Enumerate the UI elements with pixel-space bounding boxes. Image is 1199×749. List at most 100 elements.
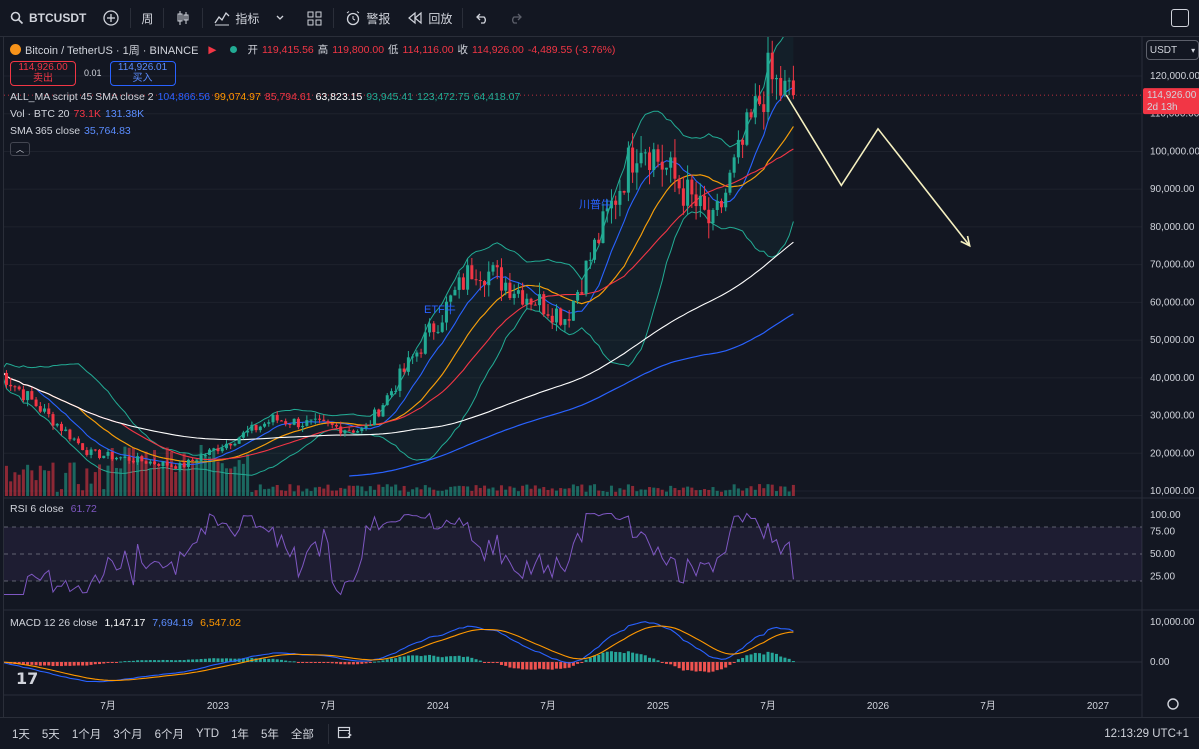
- volume-bar: [85, 468, 89, 496]
- macd-histogram-bar: [415, 655, 419, 662]
- macd-histogram-bar: [68, 662, 72, 666]
- annotation-trump[interactable]: 川普牛: [579, 197, 612, 211]
- chart-type-button[interactable]: [166, 0, 200, 37]
- buy-button[interactable]: 114,926.01 买入: [109, 60, 176, 86]
- chevron-down-icon: ▾: [1191, 45, 1196, 55]
- volume-bar: [13, 472, 17, 496]
- indicators-button[interactable]: 指标: [205, 0, 297, 37]
- symbol-search[interactable]: BTCUSDT: [0, 0, 94, 37]
- date-range-button[interactable]: [337, 725, 353, 742]
- grid-icon: [305, 9, 323, 27]
- candle-body: [68, 429, 72, 440]
- volume-bar: [288, 484, 292, 496]
- candle-body: [580, 292, 584, 294]
- compare-button[interactable]: [94, 0, 128, 37]
- price-axis[interactable]: 120,000.00 110,000.00 100,000.00 90,000.00 8…: [4, 71, 1199, 710]
- divider: [163, 8, 165, 28]
- volume-bar: [571, 484, 575, 496]
- volume-bar: [546, 489, 550, 496]
- volume-bar: [98, 464, 102, 496]
- interval-button[interactable]: 周: [141, 11, 154, 26]
- alerts-button[interactable]: 警报: [336, 0, 398, 37]
- macd-histogram-bar: [148, 660, 152, 662]
- volume-bar: [779, 486, 783, 496]
- volume-bar: [246, 454, 250, 496]
- range-3m[interactable]: 3个月: [113, 728, 143, 741]
- macd-histogram-bar: [648, 657, 652, 662]
- tradingview-logo-icon: 17: [16, 669, 39, 688]
- vol-legend-row[interactable]: Vol · BTC 20 73.1K 131.38K: [10, 105, 615, 122]
- candle-body: [93, 449, 97, 451]
- time-axis[interactable]: 7月 2023 7月 2024 7月 2025 7月 2026 7月 2027: [4, 694, 1142, 712]
- chart-area[interactable]: 120,000.00 110,000.00 100,000.00 90,000.00 8…: [3, 37, 1199, 717]
- volume-bar: [461, 486, 465, 496]
- settings-icon[interactable]: [1167, 698, 1179, 710]
- volume-bar: [356, 485, 360, 496]
- undo-button[interactable]: [465, 0, 499, 37]
- candle-body: [415, 352, 419, 357]
- price-tick-label: 80,000.00: [1150, 222, 1195, 233]
- macd-histogram-bar: [525, 662, 529, 670]
- forecast-drawing[interactable]: [785, 94, 971, 248]
- currency-selector[interactable]: USDT ▾: [1146, 40, 1199, 60]
- volume-bar: [715, 490, 719, 496]
- candle-body: [131, 460, 135, 463]
- macd-histogram-bar: [144, 660, 148, 662]
- candle-body: [51, 414, 55, 426]
- rsi-tick-label: 50.00: [1150, 549, 1175, 560]
- macd-value-2: 7,694.19: [152, 617, 194, 629]
- volume-bar: [677, 490, 681, 496]
- range-1y[interactable]: 1年: [231, 728, 249, 741]
- chart-canvas[interactable]: 120,000.00 110,000.00 100,000.00 90,000.00 8…: [4, 37, 1199, 717]
- volume-bar: [512, 487, 516, 496]
- range-5y[interactable]: 5年: [260, 728, 279, 741]
- range-6m[interactable]: 6个月: [154, 728, 185, 741]
- candle-body: [618, 190, 622, 205]
- candle-body: [279, 420, 283, 422]
- range-ytd[interactable]: YTD: [196, 727, 220, 740]
- macd-histogram-bar: [267, 658, 271, 662]
- ma-legend-row[interactable]: ALL_MA script 45 SMA close 2 104,866.56 …: [10, 88, 615, 105]
- candle-body: [339, 426, 343, 434]
- range-1d[interactable]: 1天: [12, 728, 30, 741]
- candle-body: [161, 461, 165, 466]
- macd-histogram-bar: [26, 662, 30, 665]
- volume-bar: [275, 485, 279, 496]
- range-1m[interactable]: 1个月: [71, 728, 102, 741]
- layouts-button[interactable]: [297, 0, 331, 37]
- rsi-line: [4, 512, 794, 596]
- sell-button[interactable]: 114,926.00 卖出: [10, 60, 76, 86]
- macd-histogram-bar: [136, 660, 140, 662]
- range-5d[interactable]: 5天: [41, 728, 60, 741]
- volume-bar: [508, 486, 512, 496]
- volume-bar: [330, 490, 334, 496]
- clock[interactable]: 12:13:29 UTC+1: [1104, 727, 1189, 740]
- macd-legend[interactable]: MACD 12 26 close 1,147.17 7,694.19 6,547…: [10, 617, 241, 629]
- volume-bar: [783, 486, 787, 496]
- volume-bar: [698, 490, 702, 496]
- time-tick-label: 7月: [540, 700, 556, 712]
- candle-body: [770, 52, 774, 80]
- volume-bar: [381, 486, 385, 496]
- candle-body: [512, 293, 516, 299]
- volume-bar: [491, 487, 495, 496]
- replay-button[interactable]: 回放: [398, 0, 460, 37]
- flag-icon[interactable]: ▶: [208, 43, 217, 56]
- buy-price: 114,926.01: [117, 62, 168, 73]
- rsi-legend[interactable]: RSI 6 close 61.72: [10, 503, 97, 515]
- range-all[interactable]: 全部: [290, 728, 314, 741]
- candle-body: [588, 259, 592, 261]
- symbol-title[interactable]: Bitcoin / TetherUS · 1周 · BINANCE: [25, 44, 199, 57]
- candle-body: [191, 459, 195, 461]
- macd-histogram-bar: [351, 662, 355, 665]
- collapse-legend-button[interactable]: ︿: [10, 142, 30, 156]
- fullscreen-button[interactable]: [1171, 9, 1189, 27]
- volume-bar: [728, 489, 732, 496]
- redo-button[interactable]: [499, 0, 533, 37]
- annotation-etf[interactable]: ETF牛: [424, 302, 456, 316]
- candle-body: [17, 386, 21, 390]
- candle-body: [368, 425, 372, 427]
- sma-legend-row[interactable]: SMA 365 close 35,764.83: [10, 122, 615, 139]
- macd-histogram-bar: [169, 660, 173, 662]
- volume-bar: [169, 451, 173, 496]
